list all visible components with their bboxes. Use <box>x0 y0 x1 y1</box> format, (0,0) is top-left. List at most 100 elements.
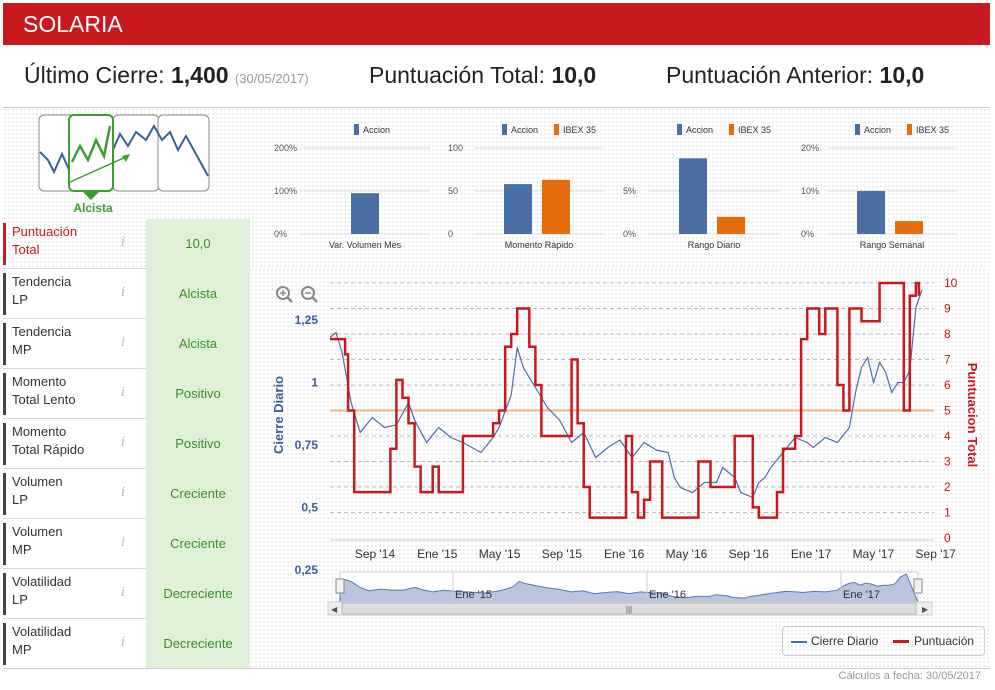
x-tick-label: Ene '16 <box>604 547 645 561</box>
last-close-value: 1,400 <box>170 62 229 88</box>
score-line <box>330 281 921 519</box>
legend-close-swatch <box>791 641 807 643</box>
indicator-value: Creciente <box>146 469 250 519</box>
divider <box>3 107 990 108</box>
indicator-row: Volumen LP i Creciente <box>3 469 250 519</box>
indicator-row: Tendencia LP i Alcista <box>3 269 250 319</box>
x-tick-label: Sep '16 <box>729 547 770 561</box>
indicator-label-line1: Tendencia <box>12 324 72 339</box>
mini-chart: 100 50 0 Accion IBEX 35 Momento Rápido <box>448 124 604 250</box>
previous-score: Puntuación Anterior: 10,0 <box>666 62 924 89</box>
scrollbar-thumb[interactable] <box>341 602 917 615</box>
x-tick-label: Sep '17 <box>916 547 957 561</box>
indicator-row: Momento Total Rápido i Positivo <box>3 419 250 469</box>
indicator-row: Volumen MP i Creciente <box>3 519 250 569</box>
indicator-label: Volatilidad MP <box>3 623 113 665</box>
indicator-label-line1: Volatilidad <box>12 574 72 589</box>
scrollbar-grip: ||| <box>626 605 632 614</box>
scroll-left-icon[interactable]: ◀ <box>331 605 338 614</box>
legend-swatch <box>502 124 507 135</box>
scrollbar[interactable]: ||| ◀ ▶ <box>327 601 933 616</box>
y-tick-label: 200% <box>274 143 297 153</box>
indicator-label-line2: LP <box>12 292 28 307</box>
y-tick-label: 100 <box>448 143 463 153</box>
y2-tick-label: 0 <box>944 531 951 545</box>
info-icon[interactable]: i <box>121 535 126 550</box>
info-icon[interactable]: i <box>121 635 126 650</box>
total-score-value: 10,0 <box>551 62 597 88</box>
scroll-right-icon[interactable]: ▶ <box>922 605 929 614</box>
navigator-label: Ene '16 <box>649 589 686 601</box>
mini-chart: 200% 100% 0% Accion Var. Volumen Mes <box>274 124 430 250</box>
x-tick-label: Ene '17 <box>791 547 832 561</box>
x-tick-label: Ene '15 <box>417 547 458 561</box>
indicator-row: Volatilidad LP i Decreciente <box>3 569 250 619</box>
y2-tick-label: 2 <box>944 480 951 494</box>
legend-label: IBEX 35 <box>916 125 949 135</box>
navigator-series <box>339 573 919 603</box>
y-tick-label: 5% <box>623 186 636 196</box>
trend-box-flat <box>112 114 160 192</box>
zoom-in-icon[interactable] <box>276 286 293 303</box>
info-icon[interactable]: i <box>121 285 126 300</box>
legend-score-swatch <box>893 640 909 643</box>
bar <box>542 179 570 234</box>
y-tick-label: 1 <box>311 376 318 390</box>
legend-label: Accion <box>864 125 891 135</box>
x-tick-label: Sep '14 <box>355 547 396 561</box>
mini-bar-charts: 200% 100% 0% Accion Var. Volumen Mes 100 50 0 Ac… <box>274 124 957 250</box>
info-icon[interactable]: i <box>121 485 126 500</box>
navigator-handle[interactable] <box>913 578 923 594</box>
indicator-label: Volatilidad LP <box>3 573 113 615</box>
legend-label: Accion <box>686 125 713 135</box>
y2-tick-label: 5 <box>944 404 951 418</box>
y2-tick-label: 8 <box>944 327 951 341</box>
legend-score-label[interactable]: Puntuación <box>914 634 975 648</box>
info-icon[interactable]: i <box>121 385 126 400</box>
bar <box>351 193 379 234</box>
info-icon[interactable]: i <box>121 335 126 350</box>
y2-tick-label: 3 <box>944 455 951 469</box>
indicator-label: Volumen MP <box>3 523 113 565</box>
trend-line-right <box>111 123 209 177</box>
indicator-label-line2: MP <box>12 642 32 657</box>
y-tick-label: 0% <box>274 229 287 239</box>
y2-tick-label: 1 <box>944 506 951 520</box>
summary-bar: Último Cierre: 1,400 (30/05/2017) Puntua… <box>0 58 995 98</box>
y-tick-label: 0% <box>623 229 636 239</box>
indicator-label-line1: Momento <box>12 374 67 389</box>
company-title: SOLARIA <box>23 11 123 37</box>
navigator-handle[interactable] <box>335 578 345 594</box>
x-tick-label: May '15 <box>479 547 521 561</box>
y-tick-label: 0% <box>801 229 814 239</box>
info-icon[interactable]: i <box>121 585 126 600</box>
indicator-value: Alcista <box>146 269 250 319</box>
legend-swatch <box>907 124 912 135</box>
mini-chart-title: Rango Semanal <box>860 240 925 250</box>
indicator-row: Tendencia MP i Alcista <box>3 319 250 369</box>
last-close-date: (30/05/2017) <box>234 71 309 86</box>
navigator-label: Ene '15 <box>455 589 492 601</box>
trend-line-up <box>70 125 112 163</box>
indicator-row: Momento Total Lento i Positivo <box>3 369 250 419</box>
indicator-label-line1: Volumen <box>12 474 63 489</box>
y-tick-label: 0 <box>448 229 453 239</box>
bar <box>504 184 532 234</box>
info-icon[interactable]: i <box>121 435 126 450</box>
range-navigator[interactable]: Ene '15 Ene '16 Ene '17 <box>335 571 923 603</box>
indicator-label-line2: Total <box>12 242 40 257</box>
legend-label: Accion <box>363 125 390 135</box>
bar <box>717 216 745 234</box>
zoom-out-icon[interactable] <box>301 286 318 303</box>
indicator-label-line1: Tendencia <box>12 274 72 289</box>
indicator-label: Tendencia LP <box>3 273 113 315</box>
y-tick-label: 1,25 <box>295 313 319 327</box>
x-tick-label: May '17 <box>853 547 895 561</box>
y-tick-label: 100% <box>274 186 297 196</box>
indicator-label-line1: Volatilidad <box>12 624 72 639</box>
bar <box>679 158 707 234</box>
y2-tick-label: 6 <box>944 378 951 392</box>
indicator-label-line1: Momento <box>12 424 67 439</box>
legend-close-label[interactable]: Cierre Diario <box>811 634 879 648</box>
info-icon[interactable]: i <box>121 235 126 250</box>
